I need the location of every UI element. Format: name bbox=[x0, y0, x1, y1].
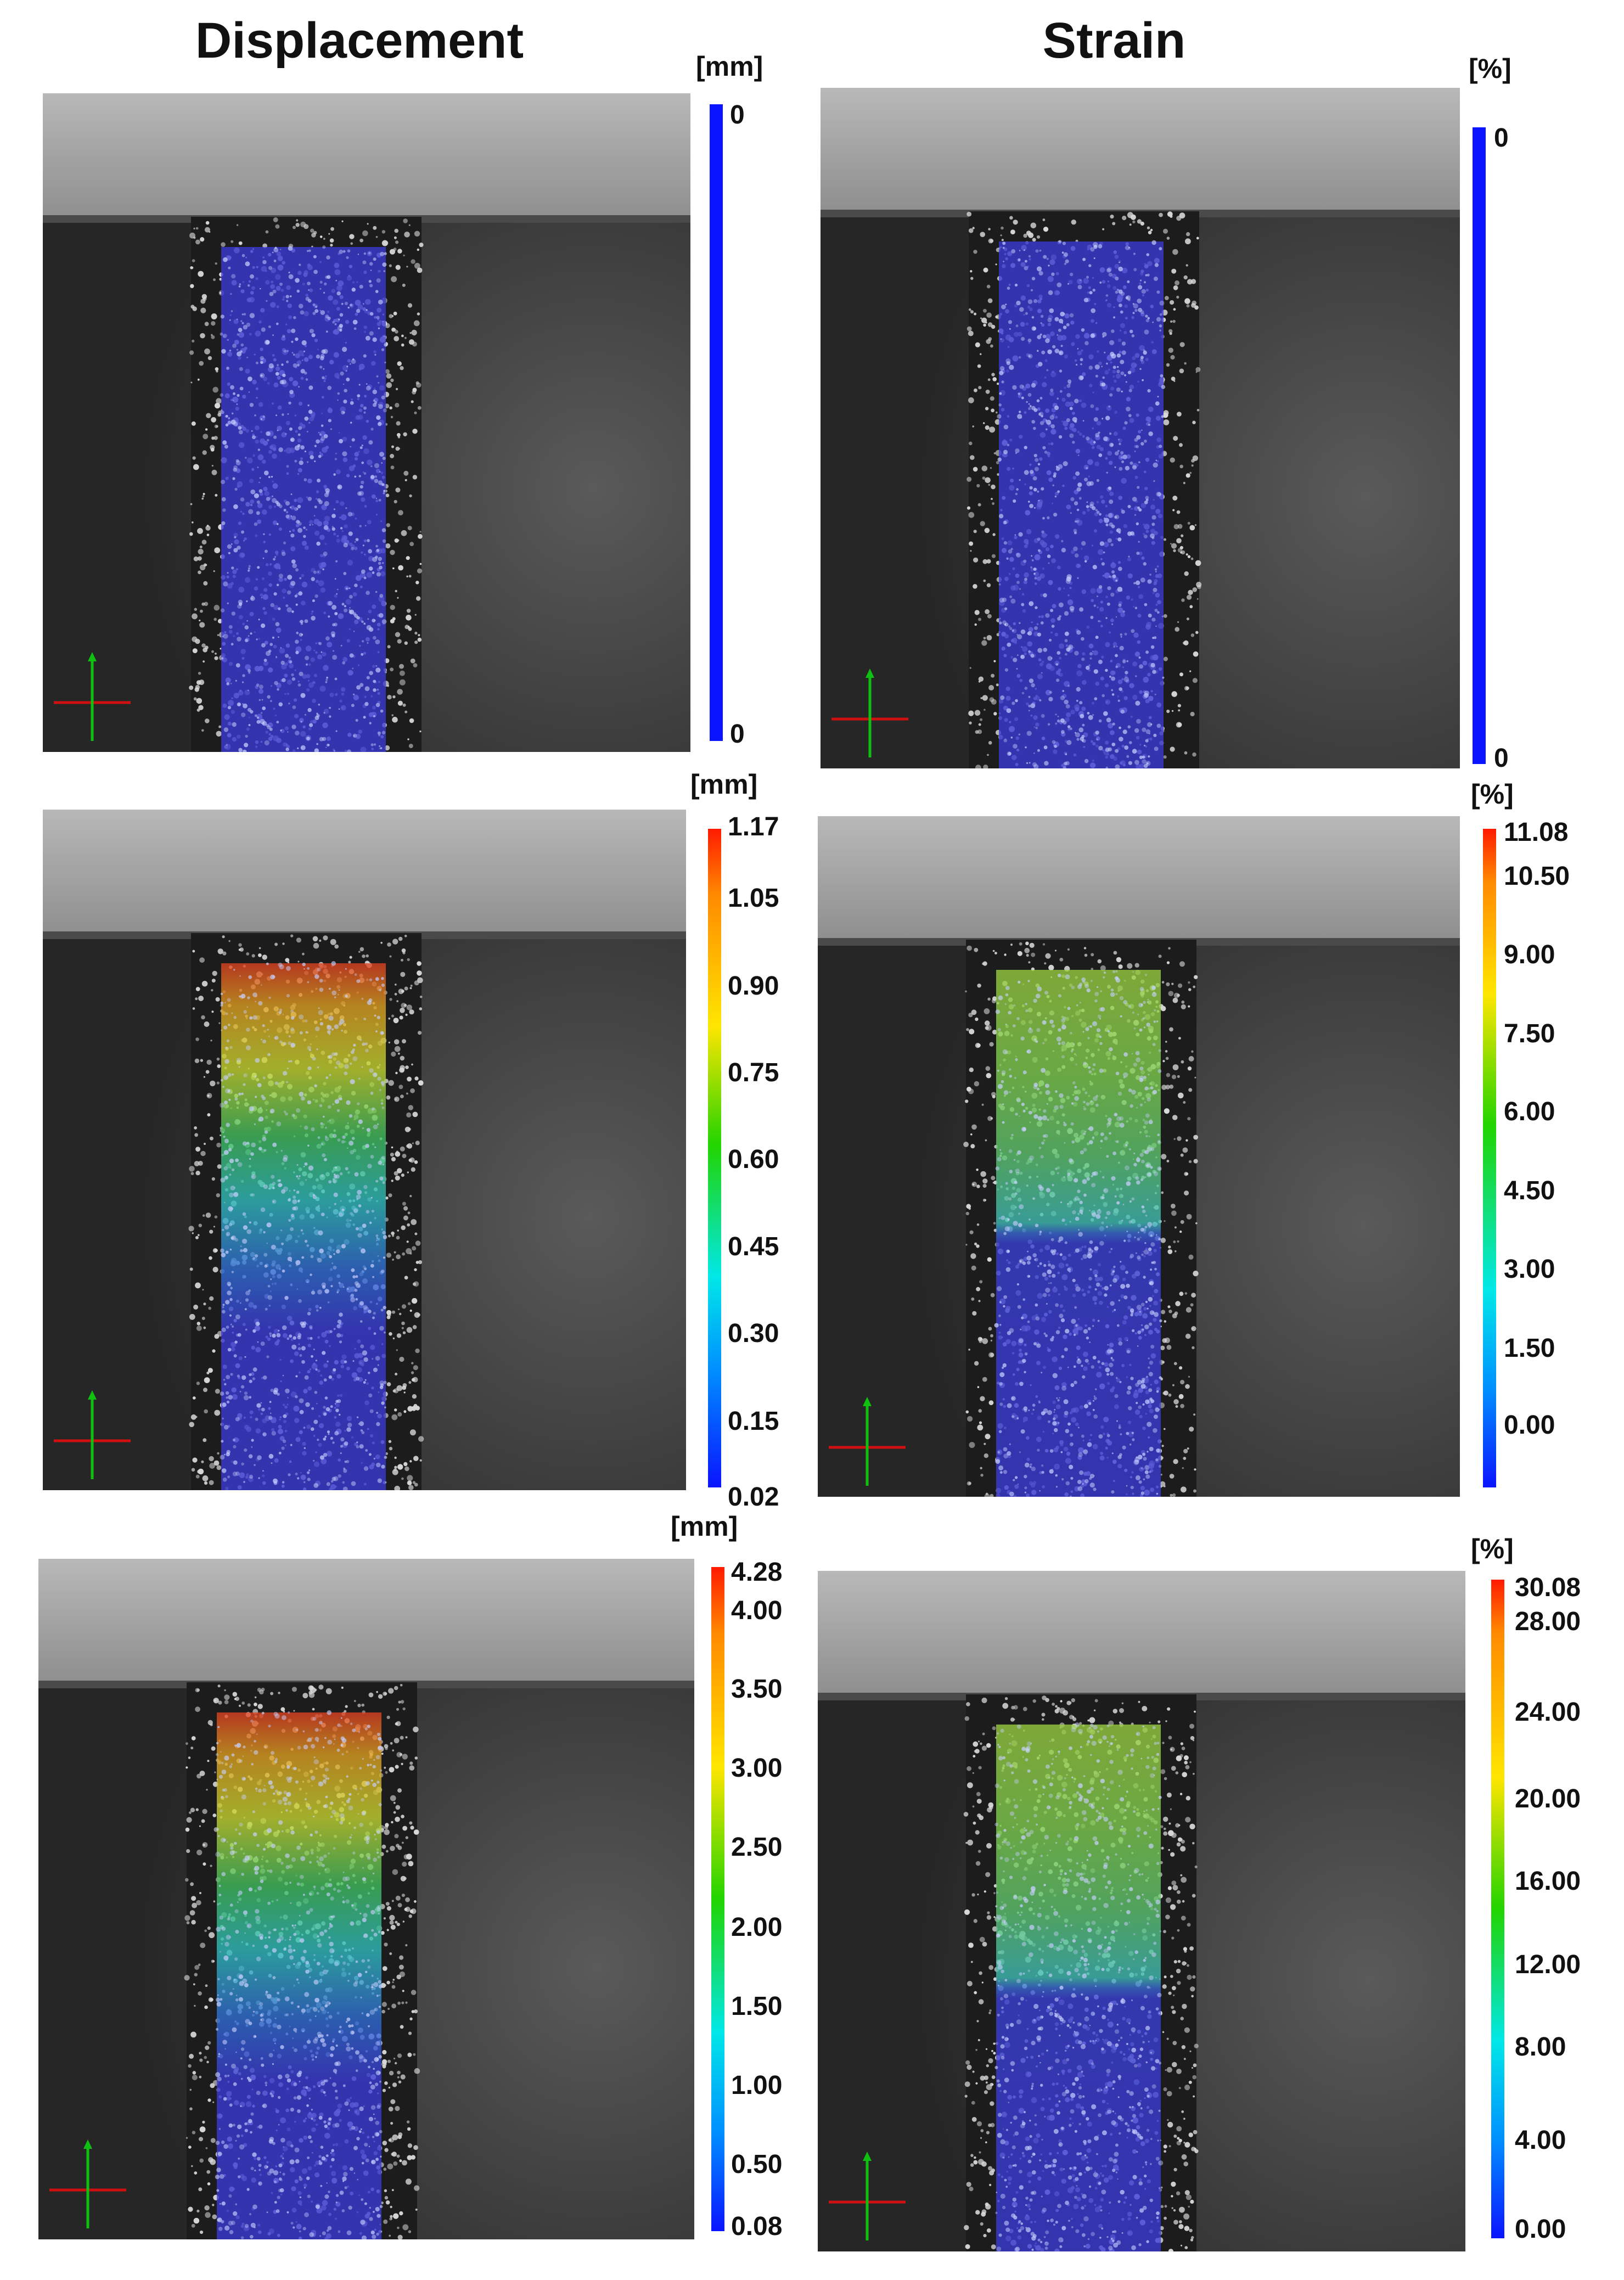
displacement-scale-tick: 0.90 bbox=[728, 971, 779, 1001]
strain-scale-tick: 30.08 bbox=[1515, 1573, 1581, 1602]
grip bbox=[43, 93, 690, 220]
field-overlay bbox=[221, 247, 386, 752]
displacement-column-title: Displacement bbox=[195, 13, 524, 69]
displacement-scale-tick: 1.50 bbox=[731, 1992, 783, 2021]
displacement-scale-tick: 0.02 bbox=[728, 1482, 779, 1512]
strain-color-scale-2 bbox=[1483, 829, 1496, 1487]
displacement-scale-tick: 0 bbox=[730, 100, 745, 130]
displacement-scale-tick: 2.50 bbox=[731, 1833, 783, 1862]
displacement-scale-tick: 0.15 bbox=[728, 1407, 779, 1436]
displacement-scale-tick: 4.00 bbox=[731, 1596, 783, 1625]
specimen-photo bbox=[818, 816, 1460, 1497]
displacement-scale-tick: 0.75 bbox=[728, 1058, 779, 1087]
displacement-scale-tick: 1.17 bbox=[728, 812, 779, 841]
displacement-scale-tick: 1.00 bbox=[731, 2071, 783, 2100]
strain-scale-tick: 24.00 bbox=[1515, 1698, 1581, 1727]
strain-scale-tick: 10.50 bbox=[1504, 862, 1570, 891]
grip bbox=[43, 810, 686, 936]
field-overlay bbox=[221, 963, 386, 1490]
strain-unit-label-1: [%] bbox=[1469, 53, 1511, 84]
strain-scale-tick: 16.00 bbox=[1515, 1867, 1581, 1896]
strain-scale-tick: 6.00 bbox=[1504, 1097, 1555, 1126]
strain-scale-tick: 20.00 bbox=[1515, 1784, 1581, 1813]
displacement-scale-tick: 0.30 bbox=[728, 1319, 779, 1348]
specimen-photo bbox=[43, 810, 686, 1490]
grip bbox=[818, 1571, 1465, 1697]
displacement-color-scale-3 bbox=[711, 1567, 724, 2231]
displacement-image-2 bbox=[43, 810, 686, 1490]
strain-image-1 bbox=[821, 88, 1460, 768]
displacement-scale-tick: 4.28 bbox=[731, 1558, 783, 1587]
displacement-scale-tick: 0.50 bbox=[731, 2150, 783, 2179]
displacement-scale-tick: 0 bbox=[730, 720, 745, 749]
specimen-photo bbox=[38, 1559, 694, 2239]
strain-scale-tick: 8.00 bbox=[1515, 2032, 1566, 2062]
strain-column-title: Strain bbox=[1042, 13, 1186, 69]
displacement-scale-tick: 3.00 bbox=[731, 1754, 783, 1783]
displacement-color-scale-1 bbox=[710, 104, 723, 741]
displacement-unit-label-1: [mm] bbox=[696, 51, 763, 82]
strain-scale-tick: 0 bbox=[1494, 744, 1509, 773]
displacement-unit-label-3: [mm] bbox=[671, 1511, 738, 1542]
strain-scale-tick: 4.00 bbox=[1515, 2126, 1566, 2155]
strain-scale-tick: 1.50 bbox=[1504, 1334, 1555, 1363]
displacement-scale-tick: 3.50 bbox=[731, 1675, 783, 1704]
strain-scale-tick: 11.08 bbox=[1504, 818, 1569, 847]
strain-unit-label-3: [%] bbox=[1471, 1534, 1514, 1564]
strain-scale-tick: 28.00 bbox=[1515, 1607, 1581, 1636]
strain-scale-tick: 0 bbox=[1494, 123, 1509, 153]
grip bbox=[818, 816, 1460, 942]
field-overlay bbox=[217, 1712, 381, 2239]
strain-image-3 bbox=[818, 1571, 1465, 2251]
displacement-scale-tick: 0.08 bbox=[731, 2212, 783, 2241]
grip bbox=[38, 1559, 694, 1685]
displacement-scale-tick: 0.45 bbox=[728, 1232, 779, 1261]
strain-image-2 bbox=[818, 816, 1460, 1497]
displacement-scale-tick: 2.00 bbox=[731, 1913, 783, 1942]
grip bbox=[821, 88, 1460, 214]
strain-scale-tick: 12.00 bbox=[1515, 1950, 1581, 1979]
displacement-unit-label-2: [mm] bbox=[690, 769, 758, 800]
strain-scale-tick: 4.50 bbox=[1504, 1176, 1555, 1205]
strain-scale-tick: 0.00 bbox=[1515, 2215, 1566, 2244]
displacement-scale-tick: 1.05 bbox=[728, 884, 779, 913]
strain-scale-tick: 7.50 bbox=[1504, 1019, 1555, 1048]
specimen-photo bbox=[818, 1571, 1465, 2251]
displacement-image-3 bbox=[38, 1559, 694, 2239]
displacement-scale-tick: 0.60 bbox=[728, 1145, 779, 1174]
specimen-photo bbox=[43, 93, 690, 752]
field-overlay bbox=[999, 242, 1164, 768]
displacement-color-scale-2 bbox=[708, 829, 721, 1487]
strain-scale-tick: 0.00 bbox=[1504, 1411, 1555, 1440]
displacement-image-1 bbox=[43, 93, 690, 752]
strain-scale-tick: 3.00 bbox=[1504, 1255, 1555, 1284]
strain-color-scale-1 bbox=[1473, 127, 1486, 764]
specimen-photo bbox=[821, 88, 1460, 768]
strain-unit-label-2: [%] bbox=[1471, 779, 1514, 810]
strain-scale-tick: 9.00 bbox=[1504, 940, 1555, 969]
strain-color-scale-3 bbox=[1491, 1580, 1504, 2238]
